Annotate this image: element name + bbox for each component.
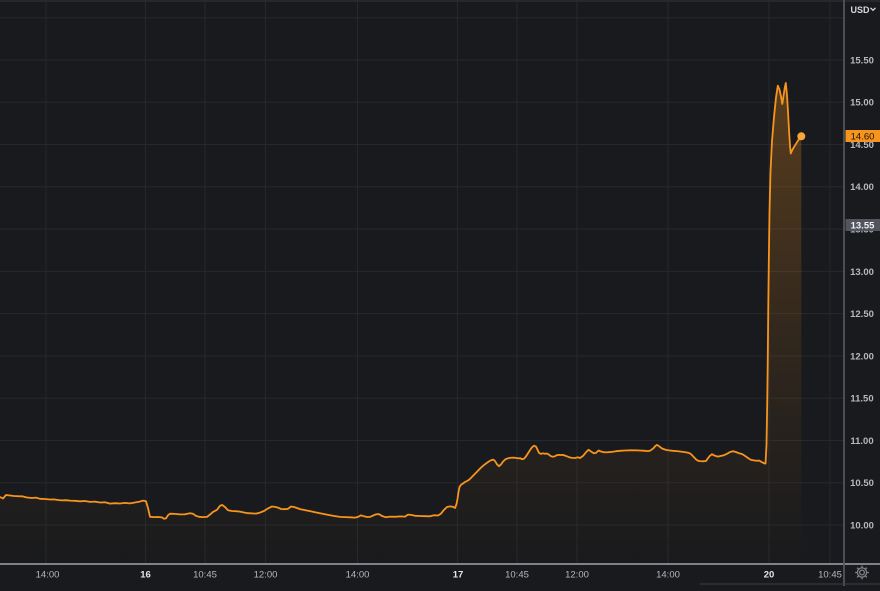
svg-text:20: 20: [764, 570, 775, 581]
svg-text:13.00: 13.00: [850, 267, 874, 278]
svg-text:14:00: 14:00: [656, 570, 680, 581]
svg-text:13.55: 13.55: [851, 221, 875, 232]
svg-text:12:00: 12:00: [565, 570, 589, 581]
svg-text:11.50: 11.50: [850, 394, 873, 405]
svg-text:10:45: 10:45: [505, 570, 529, 581]
svg-text:17: 17: [453, 570, 464, 581]
svg-text:14.00: 14.00: [850, 182, 874, 193]
svg-text:11.00: 11.00: [850, 436, 873, 447]
svg-text:15.00: 15.00: [850, 98, 874, 109]
svg-text:15.50: 15.50: [850, 55, 874, 66]
svg-text:14:00: 14:00: [36, 570, 60, 581]
svg-text:12.50: 12.50: [850, 309, 874, 320]
svg-text:12.00: 12.00: [850, 351, 874, 362]
svg-text:14:00: 14:00: [346, 570, 370, 581]
svg-text:10.00: 10.00: [850, 520, 874, 531]
svg-text:USD: USD: [850, 5, 870, 15]
svg-text:14.60: 14.60: [851, 132, 875, 143]
svg-text:10.50: 10.50: [850, 478, 874, 489]
svg-text:10:45: 10:45: [818, 570, 842, 581]
svg-text:16: 16: [140, 570, 151, 581]
svg-text:10:45: 10:45: [193, 570, 217, 581]
svg-text:12:00: 12:00: [254, 570, 278, 581]
